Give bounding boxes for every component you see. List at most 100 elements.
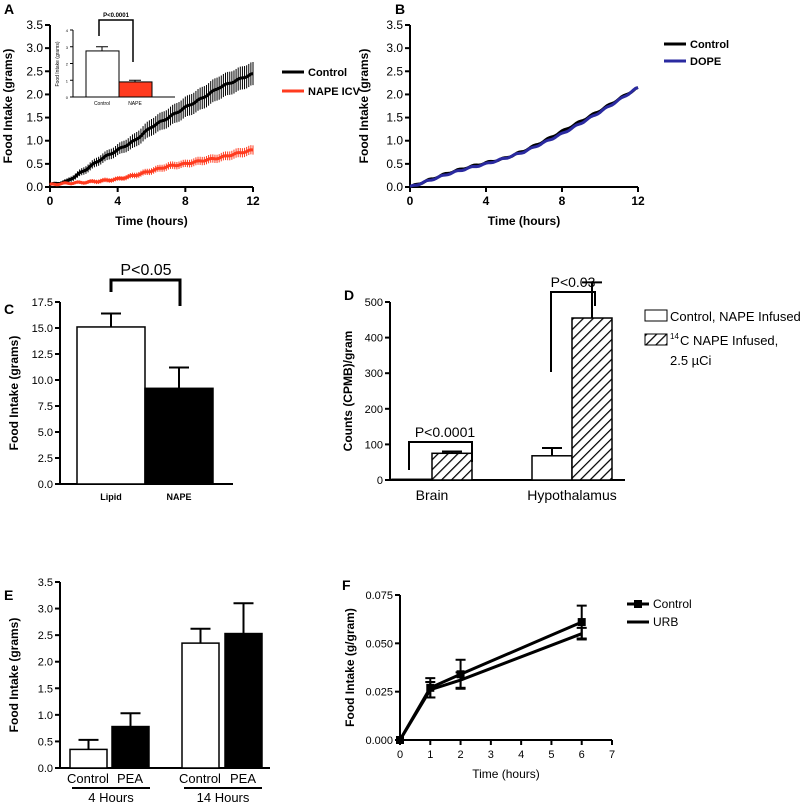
y-tick-label: 2.5: [38, 453, 53, 465]
y-tick-label: 1.0: [38, 710, 53, 722]
x-tick-label: Control: [67, 771, 109, 786]
y-tick-label: 0.075: [365, 590, 393, 602]
y-tick-label: 15.0: [32, 323, 53, 335]
y-tick-label: 3.5: [38, 577, 53, 589]
y-tick-label: 3.5: [386, 18, 403, 32]
y-tick-label: 3.0: [26, 41, 43, 55]
series-line-nape-icv: [49, 148, 254, 187]
y-axis-label: Food Intake (grams): [1, 49, 15, 164]
x-tick-label: PEA: [230, 771, 256, 786]
legend-label: Control: [653, 597, 692, 611]
panel-label: E: [4, 587, 13, 603]
panel-label: F: [342, 577, 351, 593]
y-tick-label: 200: [365, 404, 383, 416]
annotation: P<0.05: [120, 262, 171, 279]
y-tick-label: 1.0: [386, 134, 403, 148]
y-axis-label: Food Intake (grams): [7, 336, 21, 451]
legend-label: C NAPE Infused,: [680, 333, 778, 348]
bar-control-brain: [391, 478, 433, 481]
x-tick-label: 0: [47, 194, 54, 208]
inset-y-axis-label: Food Intake (grams): [55, 41, 61, 86]
bar-lipid: [76, 326, 146, 485]
x-tick-label: 7: [609, 749, 615, 761]
y-axis-label: Food Intake (g/gram): [343, 608, 357, 727]
y-tick-label: 2.5: [26, 64, 43, 78]
x-axis-label: Time (hours): [488, 214, 560, 228]
y-tick-label: 1.0: [26, 134, 43, 148]
legend-label: NAPE ICV: [308, 86, 361, 98]
inset-bar: [118, 81, 153, 98]
legend-label: DOPE: [690, 56, 721, 68]
x-tick-label: Brain: [416, 487, 449, 503]
y-tick-label: 0.5: [26, 157, 43, 171]
x-tick-label: 0: [407, 194, 414, 208]
legend-swatch: [644, 309, 668, 322]
x-tick-label: 0: [397, 749, 403, 761]
y-tick-label: 0.5: [386, 157, 403, 171]
x-axis-label: Time (hours): [472, 767, 540, 781]
legend-label: URB: [653, 615, 678, 629]
y-tick-label: 3.5: [26, 18, 43, 32]
y-tick-label: 2.5: [386, 64, 403, 78]
inset-significance-bracket: [98, 19, 134, 62]
group-label: 4 Hours: [88, 790, 134, 805]
y-tick-label: 17.5: [32, 297, 53, 309]
x-tick-label: 8: [182, 194, 189, 208]
y-tick-label: 500: [365, 297, 383, 309]
y-tick-label: 0.0: [38, 763, 53, 775]
y-tick-label: 0: [377, 475, 383, 487]
panel-label: D: [344, 287, 354, 303]
bar-pea-1: [111, 725, 150, 769]
y-tick-label: 1.5: [38, 683, 53, 695]
x-tick-label: 3: [488, 749, 494, 761]
series-line-control: [409, 86, 639, 189]
y-tick-label: 1.5: [26, 111, 43, 125]
annotation: P<0.03: [551, 274, 596, 290]
x-tick-label: 2: [458, 749, 464, 761]
series-line-urb: [398, 632, 583, 741]
x-tick-label: 12: [631, 194, 645, 208]
y-tick-label: 7.5: [38, 401, 53, 413]
inset-y-tick-label: 1: [66, 78, 69, 83]
group-label: 14 Hours: [197, 790, 250, 805]
x-tick-label: 12: [246, 194, 260, 208]
x-tick-label: 6: [579, 749, 585, 761]
y-tick-label: 2.5: [38, 630, 53, 642]
y-tick-label: 2.0: [26, 87, 43, 101]
inset-annotation: P<0.0001: [103, 13, 130, 19]
inset-x-tick-label: NAPE: [128, 101, 142, 107]
annotation: P<0.0001: [415, 424, 476, 440]
bar-control-2: [181, 642, 220, 769]
inset-y-tick-label: 4: [66, 28, 69, 33]
y-tick-label: 0.0: [38, 479, 53, 491]
x-tick-label: 4: [483, 194, 490, 208]
x-tick-label: 1: [427, 749, 433, 761]
y-tick-label: 3.0: [38, 604, 53, 616]
y-tick-label: 1.5: [386, 111, 403, 125]
x-tick-label: NAPE: [166, 492, 191, 502]
x-axis-label: Time (hours): [115, 214, 187, 228]
inset-y-tick-label: 3: [66, 45, 69, 50]
x-tick-label: 4: [518, 749, 524, 761]
y-tick-label: 400: [365, 333, 383, 345]
legend-label: Control, NAPE Infused: [670, 309, 800, 324]
x-tick-label: Hypothalamus: [527, 487, 617, 503]
y-tick-label: 12.5: [32, 349, 53, 361]
bar-control-hypothalamus: [531, 455, 573, 481]
panel-label: A: [4, 1, 14, 17]
legend-label: 2.5 µCi: [670, 353, 712, 368]
y-tick-label: 0.000: [365, 735, 393, 747]
y-tick-label: 0.025: [365, 687, 393, 699]
y-axis-label: Counts (CPMB)/gram: [341, 331, 355, 452]
bar-nape: [144, 387, 214, 485]
y-tick-label: 3.0: [386, 41, 403, 55]
bar-14c-nape-hypothalamus: [571, 317, 613, 481]
inset-x-tick-label: Control: [94, 101, 110, 107]
inset-y-tick-label: 0: [66, 95, 69, 100]
x-tick-label: Control: [179, 771, 221, 786]
inset-bar: [85, 50, 120, 98]
significance-bracket: [550, 291, 596, 372]
y-tick-label: 0.5: [38, 736, 53, 748]
